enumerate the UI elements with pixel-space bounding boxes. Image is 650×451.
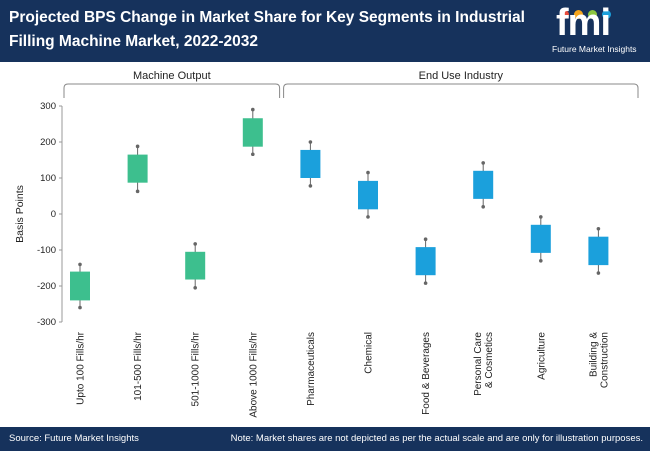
box-bar bbox=[358, 180, 378, 210]
x-tick-line: Building & bbox=[588, 332, 599, 377]
whisker-cap-top bbox=[193, 242, 197, 246]
logo-dot-red bbox=[560, 10, 569, 19]
logo-dot-orange bbox=[574, 10, 583, 19]
y-axis-label: Basis Points bbox=[14, 185, 26, 243]
whisker-cap-bottom bbox=[193, 286, 197, 290]
x-tick-line: Personal Care bbox=[473, 332, 484, 396]
whisker-cap-bottom bbox=[481, 205, 486, 209]
group-label: End Use Industry bbox=[419, 70, 504, 82]
whisker-cap-bottom bbox=[135, 189, 140, 194]
box-bar bbox=[127, 154, 148, 183]
x-tick-label: Agriculture bbox=[536, 332, 547, 380]
x-tick-label: Food & Beverages bbox=[421, 332, 432, 415]
x-tick-label: Pharmaceuticals bbox=[306, 332, 317, 406]
x-tick-label: Building &Construction bbox=[588, 332, 610, 388]
logo-dot-green bbox=[588, 10, 597, 19]
footer-bar: Source: Future Market Insights Note: Mar… bbox=[0, 427, 650, 451]
whisker-cap-bottom bbox=[251, 152, 255, 157]
x-tick-line: 101-500 Fills/hr bbox=[133, 331, 144, 401]
y-tick-label: 0 bbox=[51, 209, 56, 220]
box-1 bbox=[127, 144, 148, 194]
group-label: Machine Output bbox=[133, 70, 211, 82]
x-tick-line: Food & Beverages bbox=[421, 332, 432, 415]
x-tick-label: Upto 100 Fills/hr bbox=[76, 331, 87, 404]
box-bar bbox=[473, 170, 494, 199]
box-bar bbox=[588, 236, 609, 266]
group-bracket bbox=[63, 83, 281, 98]
box-6 bbox=[415, 237, 436, 285]
x-tick-label: Personal Care& Cosmetics bbox=[473, 332, 495, 396]
box-bar bbox=[70, 271, 90, 301]
x-tick-line: 501-1000 Fills/hr bbox=[191, 331, 202, 406]
whisker-cap-bottom bbox=[366, 215, 370, 219]
y-tick-label: 300 bbox=[40, 101, 56, 112]
whisker-cap-top bbox=[539, 215, 543, 219]
box-3 bbox=[242, 107, 263, 157]
x-tick-line: Upto 100 Fills/hr bbox=[76, 331, 87, 404]
box-4 bbox=[300, 140, 321, 188]
box-bar bbox=[530, 224, 551, 253]
whisker-cap-bottom bbox=[539, 259, 543, 263]
x-tick-label: Above 1000 Fills/hr bbox=[248, 331, 259, 417]
box-chart: Machine Output End Use Industry -300 -200 -1… bbox=[14, 70, 639, 418]
x-tick-line: Above 1000 Fills/hr bbox=[248, 331, 259, 417]
whisker-cap-top bbox=[423, 237, 428, 241]
x-tick-line: Agriculture bbox=[536, 332, 547, 380]
box-bar bbox=[242, 118, 263, 147]
x-tick-line: Chemical bbox=[364, 332, 375, 374]
x-tick-line: Construction bbox=[599, 332, 610, 388]
whisker-cap-bottom bbox=[596, 271, 601, 275]
whisker-cap-top bbox=[481, 161, 486, 165]
x-tick-label: 501-1000 Fills/hr bbox=[191, 331, 202, 406]
box-2 bbox=[185, 242, 206, 290]
fmi-logo: fmi Future Market Insights bbox=[552, 4, 648, 58]
whisker-cap-top bbox=[78, 262, 82, 267]
y-tick-label: -300 bbox=[37, 317, 56, 328]
chart-title: Projected BPS Change in Market Share for… bbox=[9, 9, 525, 50]
x-tick-line: & Cosmetics bbox=[484, 332, 495, 388]
whisker-cap-top bbox=[308, 140, 313, 144]
y-tick-label: -100 bbox=[37, 245, 56, 256]
whisker-cap-bottom bbox=[78, 305, 82, 310]
note-text: Note: Market shares are not depicted as … bbox=[230, 433, 643, 444]
box-bar bbox=[300, 149, 321, 178]
y-tick-label: 200 bbox=[40, 137, 56, 148]
box-5 bbox=[358, 170, 378, 219]
whisker-cap-top bbox=[251, 107, 255, 112]
box-9 bbox=[588, 226, 609, 275]
box-7 bbox=[473, 161, 494, 209]
whisker-cap-top bbox=[366, 170, 370, 175]
y-tick-label: -200 bbox=[37, 281, 56, 292]
whisker-cap-top bbox=[135, 144, 140, 149]
whisker-cap-top bbox=[596, 226, 601, 231]
box-0 bbox=[70, 262, 90, 310]
x-tick-label: 101-500 Fills/hr bbox=[133, 331, 144, 401]
header-bar: Projected BPS Change in Market Share for… bbox=[0, 0, 650, 62]
x-tick-line: Pharmaceuticals bbox=[306, 332, 317, 406]
group-bracket bbox=[283, 83, 639, 98]
source-text: Source: Future Market Insights bbox=[9, 433, 139, 444]
whisker-cap-bottom bbox=[308, 184, 313, 188]
logo-text: Future Market Insights bbox=[552, 44, 637, 54]
box-bar bbox=[415, 247, 436, 276]
logo-dots bbox=[560, 6, 616, 24]
y-tick-label: 100 bbox=[40, 173, 56, 184]
whisker-cap-bottom bbox=[423, 281, 428, 285]
box-bar bbox=[185, 251, 206, 280]
chart-area: Machine Output End Use Industry -300 -200 -1… bbox=[0, 62, 650, 427]
x-tick-label: Chemical bbox=[364, 332, 375, 374]
logo-mark: fmi bbox=[556, 2, 611, 44]
logo-dot-blue bbox=[602, 10, 611, 19]
box-8 bbox=[530, 215, 551, 263]
